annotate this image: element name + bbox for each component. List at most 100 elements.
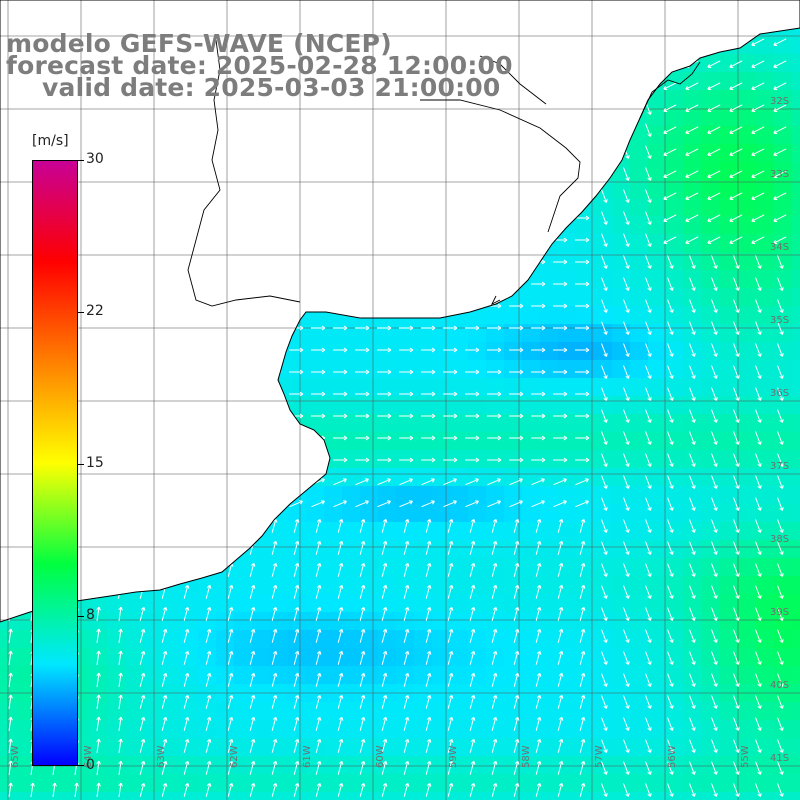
wind-arrow bbox=[513, 584, 520, 599]
wind-arrow bbox=[421, 215, 436, 221]
wind-arrow bbox=[443, 215, 458, 221]
wind-arrow bbox=[179, 281, 194, 287]
wind-arrow bbox=[663, 170, 677, 178]
wind-arrow bbox=[535, 716, 542, 731]
wind-arrow bbox=[667, 673, 674, 687]
wind-arrow bbox=[139, 562, 146, 577]
wind-arrow bbox=[469, 628, 476, 643]
wind-arrow bbox=[623, 453, 630, 467]
wind-arrow bbox=[487, 391, 502, 397]
wind-arrow bbox=[95, 562, 102, 577]
wind-arrow bbox=[711, 299, 718, 313]
wind-arrow bbox=[465, 149, 480, 155]
wind-arrow bbox=[535, 782, 542, 797]
wind-arrow bbox=[777, 607, 784, 621]
wind-arrow bbox=[755, 343, 762, 357]
wind-arrow bbox=[575, 39, 590, 45]
wind-arrow bbox=[399, 237, 414, 243]
wind-arrow bbox=[8, 760, 13, 775]
wind-arrow bbox=[535, 672, 542, 687]
wind-arrow bbox=[689, 541, 696, 555]
wind-arrow bbox=[623, 13, 630, 27]
wind-arrow bbox=[575, 127, 590, 133]
wind-arrow bbox=[469, 540, 476, 555]
wind-arrow bbox=[355, 237, 370, 243]
wind-arrow bbox=[267, 369, 282, 375]
wind-arrow bbox=[773, 192, 787, 200]
wind-arrow bbox=[755, 695, 762, 709]
wind-arrow bbox=[601, 189, 608, 203]
wind-arrow bbox=[271, 782, 278, 797]
wind-arrow bbox=[355, 149, 370, 155]
wind-arrow bbox=[509, 325, 524, 331]
wind-arrow bbox=[3, 347, 18, 353]
wind-arrow bbox=[777, 255, 784, 269]
wind-arrow bbox=[531, 193, 546, 199]
wind-arrow bbox=[377, 369, 392, 375]
wind-arrow bbox=[7, 584, 14, 599]
wind-arrow bbox=[513, 694, 520, 709]
wind-arrow bbox=[601, 409, 608, 423]
wind-arrow bbox=[377, 215, 392, 221]
wind-arrow bbox=[557, 760, 564, 775]
wind-arrow bbox=[201, 413, 216, 419]
wind-arrow bbox=[623, 101, 630, 115]
longitude-label: 62W bbox=[229, 745, 240, 768]
wind-arrow bbox=[337, 738, 344, 753]
wind-arrow bbox=[227, 518, 234, 533]
wind-arrow bbox=[267, 149, 282, 155]
model-title: modelo GEFS-WAVE (NCEP) bbox=[6, 29, 392, 58]
wind-arrow bbox=[645, 365, 652, 379]
wind-arrow bbox=[135, 303, 150, 309]
wind-arrow bbox=[271, 562, 278, 577]
wind-arrow bbox=[663, 82, 677, 90]
wind-arrow bbox=[751, 236, 765, 244]
wind-arrow bbox=[465, 500, 479, 508]
wind-arrow bbox=[3, 171, 18, 177]
wind-arrow bbox=[117, 562, 124, 577]
wind-arrow bbox=[553, 259, 568, 265]
wind-arrow bbox=[623, 343, 630, 357]
wind-arrow bbox=[337, 562, 344, 577]
wind-arrow bbox=[139, 540, 146, 555]
wind-arrow bbox=[399, 39, 414, 45]
wind-arrow bbox=[711, 651, 718, 665]
wind-arrow bbox=[223, 391, 238, 397]
wind-arrow bbox=[443, 17, 458, 23]
wind-arrow bbox=[509, 369, 524, 375]
wind-arrow bbox=[579, 628, 586, 643]
wind-arrow bbox=[623, 761, 630, 775]
wind-arrow bbox=[623, 607, 630, 621]
wind-arrow bbox=[91, 281, 106, 287]
wind-arrow bbox=[157, 303, 172, 309]
wind-arrow bbox=[601, 365, 608, 379]
wind-arrow bbox=[399, 325, 414, 331]
wind-arrow bbox=[751, 16, 765, 24]
wind-arrow bbox=[139, 628, 146, 643]
wind-arrow bbox=[3, 500, 17, 508]
wind-arrow bbox=[118, 606, 123, 621]
wind-arrow bbox=[443, 391, 458, 397]
wind-arrow bbox=[689, 343, 696, 357]
wind-arrow bbox=[249, 606, 256, 621]
wind-arrow bbox=[447, 694, 454, 709]
wind-arrow bbox=[399, 435, 414, 441]
wind-arrow bbox=[487, 500, 501, 508]
wind-arrow bbox=[399, 149, 414, 155]
wind-arrow bbox=[355, 457, 370, 463]
wind-arrow bbox=[531, 347, 546, 353]
wind-arrow bbox=[733, 717, 740, 731]
wind-arrow bbox=[74, 782, 79, 797]
wind-arrow bbox=[557, 518, 564, 533]
wind-arrow bbox=[711, 431, 718, 445]
wind-arrow bbox=[509, 391, 524, 397]
colorbar-tick bbox=[78, 616, 84, 617]
wind-arrow bbox=[3, 435, 18, 441]
wind-arrow bbox=[227, 606, 234, 621]
wind-arrow bbox=[399, 303, 414, 309]
wind-arrow bbox=[645, 299, 652, 313]
wind-arrow bbox=[623, 79, 630, 93]
wind-arrow bbox=[271, 672, 278, 687]
wind-arrow bbox=[201, 17, 216, 23]
wind-arrow bbox=[359, 738, 366, 753]
